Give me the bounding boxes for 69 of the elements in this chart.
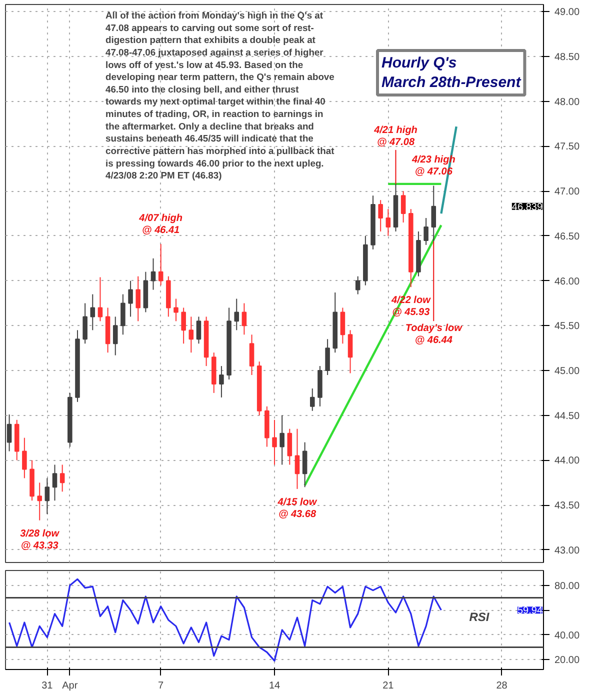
x-tick-label: 28 (496, 680, 508, 692)
y-tick-label: 45.50 (554, 321, 580, 332)
y-tick-label: 44.50 (554, 410, 580, 422)
y-tick-label: 44.00 (554, 456, 580, 467)
candlestick (120, 294, 126, 336)
candlestick (386, 208, 391, 236)
annotation: 3/28 low @ 43.33 (20, 528, 60, 552)
candlestick (188, 316, 194, 354)
y-tick-label: 46.50 (554, 231, 580, 242)
candlestick (196, 316, 202, 344)
text: All of the action from Monday's high in the Q's at 47.08 appears to carving out some sort of rest-digestion pattern that exhibits a double peak at 47.08-47.06 juxtaposed against a series of higher lows off of yest.'s low at 45.93. Based on the developing near term pattern, the Q's remain above 46.50 into the closing bell, and either thrust towards my next optimal target within the final 40 minutes of trading, OR, in reaction to earnings in the aftermarket. Only a decline that breaks and sustains beneath 46.45/35 will indicate that the corrective pattern has morphed into a pullback that is pressing towards 46.00 prior to the next upleg. 4/23/08 2:20 PM ET (46.83) (106, 10, 334, 181)
candlestick (378, 200, 383, 232)
candlestick (287, 428, 292, 466)
candlestick (136, 276, 140, 322)
candlestick (37, 482, 42, 521)
x-tick-label: 14 (268, 680, 280, 692)
candlestick (158, 244, 164, 286)
candlestick (310, 388, 315, 412)
candlestick (60, 464, 65, 492)
x-tick-label: 21 (382, 680, 394, 692)
y-tick-label: 48.50 (554, 52, 580, 64)
candlestick (272, 419, 277, 466)
text: Hourly Q's (382, 54, 457, 72)
annotation: 4/15 low @ 43.68 (276, 496, 318, 520)
y-tick-label: 43.50 (554, 500, 580, 512)
y-tick-label: 20.00 (554, 655, 580, 666)
x-tick-label: 7 (158, 680, 164, 692)
x-tick-label: 31 (42, 680, 54, 692)
text: March 28th-Present (382, 74, 522, 92)
candlestick (219, 366, 224, 398)
candlestick (242, 302, 247, 336)
legend-label: RSI (469, 610, 490, 624)
candlestick (340, 307, 346, 344)
candlestick (44, 478, 50, 515)
candlestick (128, 280, 133, 318)
y-tick-label: 45.00 (554, 366, 580, 378)
candlestick (280, 414, 284, 466)
candlestick (112, 316, 118, 356)
candlestick (52, 464, 58, 502)
candlestick (234, 298, 240, 331)
y-tick-label: 40.00 (554, 630, 580, 642)
candlestick (181, 307, 186, 344)
annotation: 4/07 high @ 46.41 (138, 212, 183, 236)
x-tick-label: Apr (62, 680, 78, 692)
y-tick-label: 47.00 (554, 186, 580, 198)
candlestick (325, 338, 330, 376)
candlestick (400, 190, 406, 223)
candlestick (249, 334, 254, 376)
annotation: Today's low @ 46.44 (405, 323, 464, 346)
y-tick-label: 48.00 (554, 96, 580, 108)
annotation: 46.839 (512, 202, 543, 213)
y-tick-label: 43.00 (554, 545, 580, 556)
y-tick-label: 80.00 (554, 580, 580, 592)
candlestick (150, 258, 156, 290)
candlestick (98, 276, 103, 322)
y-tick-label: 47.50 (554, 142, 580, 153)
candlestick (174, 298, 178, 322)
candlestick (348, 330, 353, 374)
candlestick (302, 442, 308, 488)
annotation: 4/21 high @ 47.08 (373, 124, 418, 148)
candlestick (355, 276, 360, 295)
line-series (8, 578, 442, 662)
candlestick (22, 437, 27, 479)
candlestick (294, 428, 300, 490)
candlestick (90, 294, 96, 331)
y-tick-label: 46.00 (554, 276, 580, 288)
candlestick (82, 302, 88, 344)
candlestick (424, 218, 428, 246)
y-tick-label: 49.00 (554, 7, 580, 18)
